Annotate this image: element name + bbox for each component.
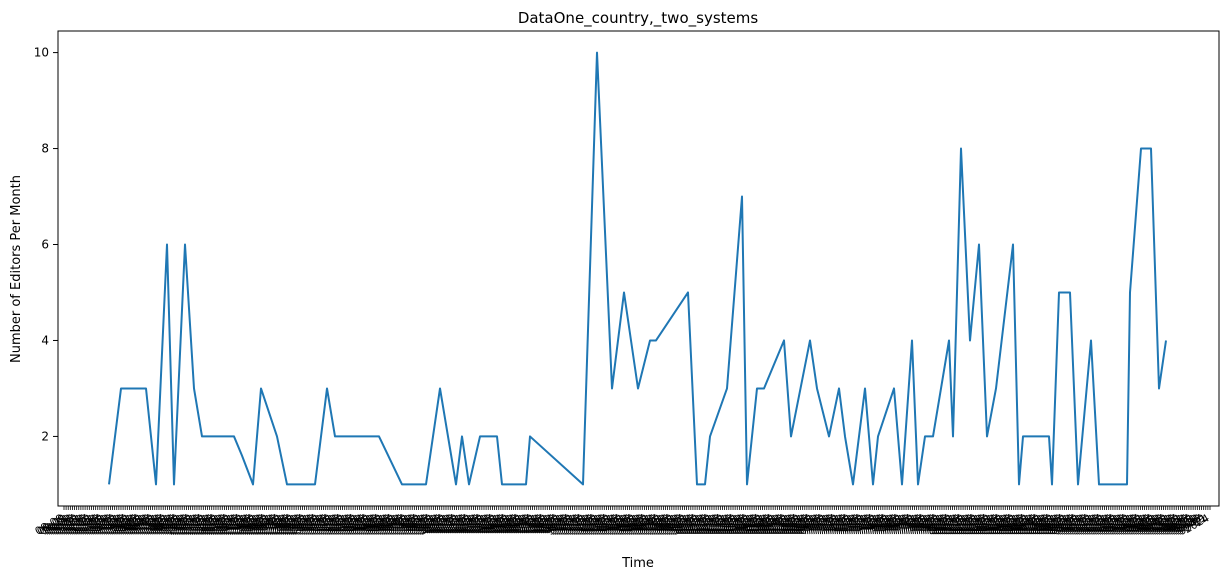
y-tick-label: 4 xyxy=(41,333,49,347)
x-axis: 08-0809-0909-1110-0110-0310-0510-0710-09… xyxy=(33,506,1212,538)
y-tick-label: 2 xyxy=(41,429,49,443)
y-tick-label: 6 xyxy=(41,238,49,252)
y-axis: 2 4 6 8 10 xyxy=(34,46,58,443)
y-tick-label: 10 xyxy=(34,46,49,60)
x-axis-label: Time xyxy=(621,556,654,571)
y-tick-label: 8 xyxy=(41,142,49,156)
chart-title: DataOne_country,_two_systems xyxy=(518,9,759,28)
plot-frame xyxy=(57,30,1220,507)
y-axis-label: Number of Editors Per Month xyxy=(9,175,24,363)
series-line xyxy=(108,51,1167,486)
